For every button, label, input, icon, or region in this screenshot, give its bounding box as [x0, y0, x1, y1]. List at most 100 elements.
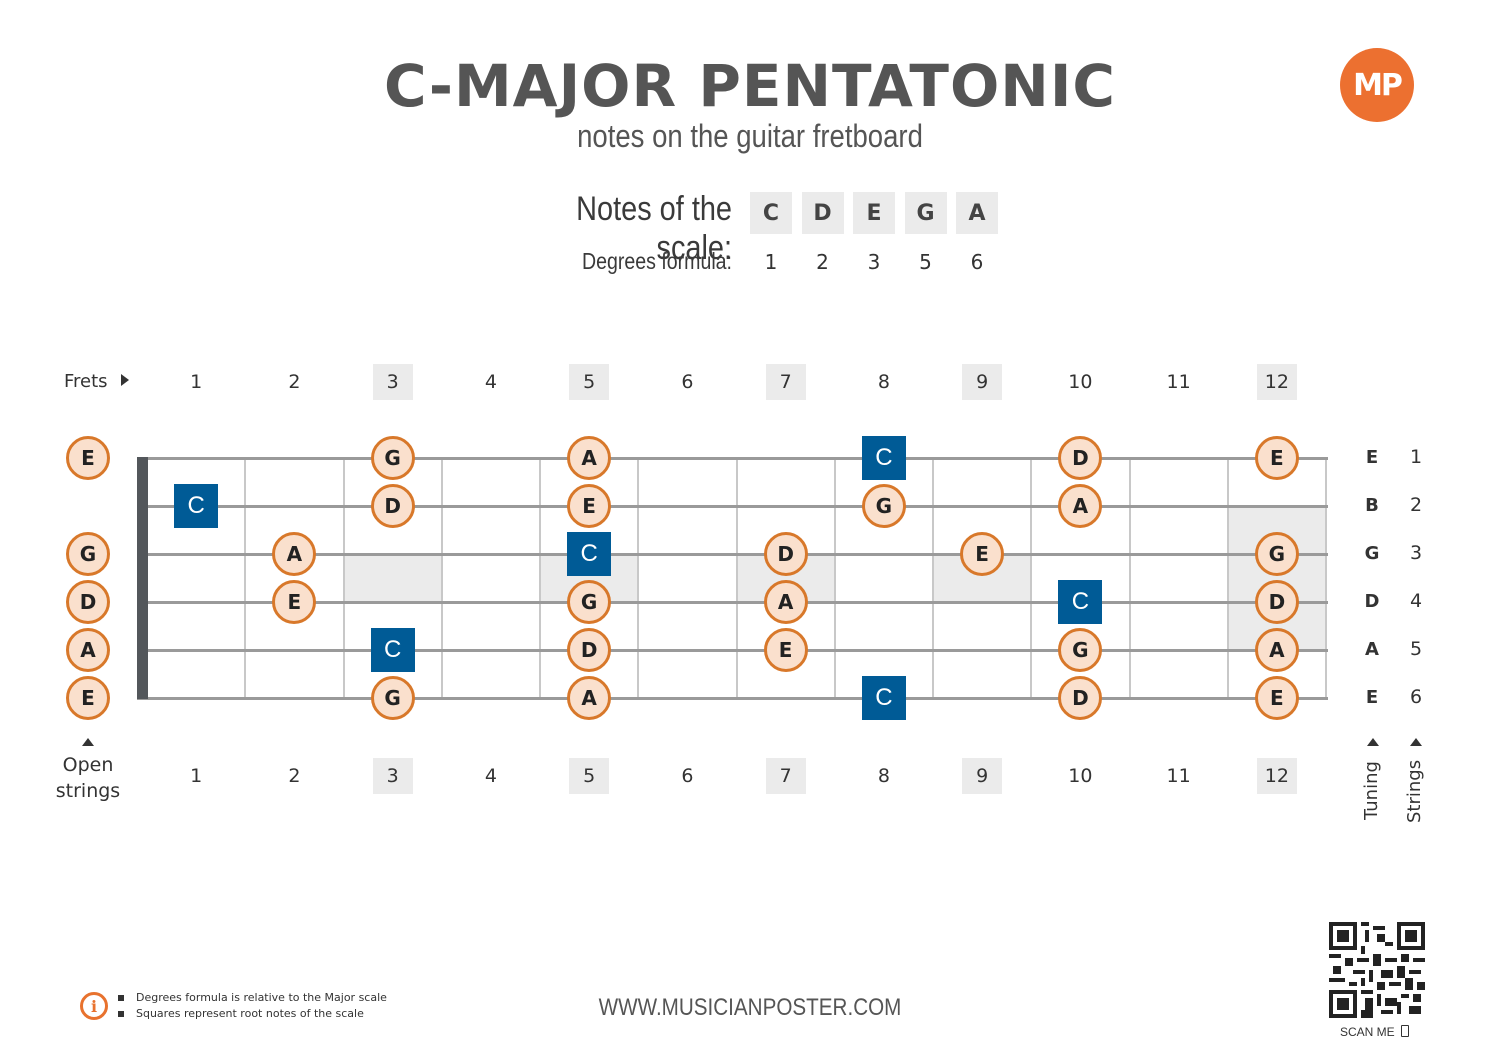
strings-label: Strings — [1404, 759, 1425, 823]
open-string-note[interactable]: A — [66, 628, 110, 672]
fret-number: 12 — [1256, 758, 1297, 794]
fret-number: 2 — [288, 371, 301, 393]
fret-wire — [932, 457, 934, 699]
fret-number: 5 — [569, 364, 610, 400]
scale-note-circle[interactable]: G — [1254, 532, 1299, 576]
fret-number: 11 — [1166, 371, 1191, 393]
bullet-icon — [118, 995, 124, 1001]
scale-note-circle[interactable]: G — [1058, 628, 1103, 672]
string-number: 6 — [1409, 686, 1423, 708]
scale-note-circle[interactable]: A — [1254, 628, 1299, 672]
scale-note: D — [801, 192, 844, 234]
tuning-label: Tuning — [1361, 761, 1382, 820]
scan-me-text: SCAN ME — [1340, 1025, 1395, 1039]
info-item-text: Degrees formula is relative to the Major… — [136, 991, 387, 1004]
guitar-string-5 — [137, 649, 1328, 652]
open-string-note[interactable]: D — [66, 580, 110, 624]
scale-note-circle[interactable]: E — [567, 484, 612, 528]
scale-degree: 1 — [764, 250, 778, 274]
scale-note-circle[interactable]: D — [370, 484, 415, 528]
website-link[interactable]: WWW.MUSICIANPOSTER.COM — [0, 994, 1500, 1022]
root-note-square[interactable]: C — [567, 532, 612, 576]
fret-wire — [440, 457, 443, 699]
fret-number: 8 — [877, 371, 890, 393]
info-item: Squares represent root notes of the scal… — [118, 1006, 387, 1022]
scale-note-circle[interactable]: G — [370, 436, 415, 480]
fret-number: 12 — [1256, 364, 1297, 400]
info-item-text: Squares represent root notes of the scal… — [136, 1007, 364, 1020]
scale-note-circle[interactable]: A — [567, 676, 612, 720]
fret-number: 8 — [877, 765, 890, 787]
root-note-square[interactable]: C — [370, 628, 415, 672]
scale-note-circle[interactable]: E — [272, 580, 317, 624]
scale-note-circle[interactable]: A — [567, 436, 612, 480]
guitar-string-1 — [137, 457, 1328, 460]
root-note-square[interactable]: C — [861, 436, 906, 480]
frets-label: Frets — [64, 371, 130, 392]
scale-note-circle[interactable]: D — [1058, 676, 1103, 720]
scan-me-label: SCAN ME — [1340, 1025, 1410, 1039]
fret-number: 2 — [288, 765, 301, 787]
notes-of-scale-label: Notes of the scale: — [576, 190, 732, 267]
string-number: 5 — [1409, 638, 1423, 660]
nut — [137, 457, 148, 699]
fret-inlay-marker — [343, 556, 442, 602]
page-subtitle: notes on the guitar fretboard — [577, 118, 923, 154]
scale-note-circle[interactable]: A — [272, 532, 317, 576]
fret-wire — [244, 457, 247, 699]
scale-note-circle[interactable]: E — [763, 628, 808, 672]
tuning-note: E — [1365, 687, 1379, 708]
guitar-string-4 — [137, 601, 1328, 604]
tuning-note: B — [1365, 495, 1379, 516]
scale-note-circle[interactable]: D — [1254, 580, 1299, 624]
scale-note-circle[interactable]: E — [960, 532, 1005, 576]
fret-number: 7 — [765, 364, 806, 400]
fret-number: 9 — [962, 364, 1003, 400]
scale-note-circle[interactable]: G — [861, 484, 906, 528]
scale-note-circle[interactable]: D — [763, 532, 808, 576]
arrow-up-icon — [1367, 738, 1379, 746]
guitar-string-2 — [137, 505, 1328, 508]
qr-code[interactable] — [1329, 922, 1425, 1018]
bullet-icon — [118, 1011, 124, 1017]
scale-note-circle[interactable]: A — [1058, 484, 1103, 528]
root-note-square[interactable]: C — [1058, 580, 1103, 624]
open-string-note[interactable]: E — [66, 436, 110, 480]
open-string-note[interactable]: G — [66, 532, 110, 576]
open-string-note[interactable]: E — [66, 676, 110, 720]
root-note-square[interactable]: C — [174, 484, 219, 528]
scale-note-circle[interactable]: D — [567, 628, 612, 672]
tuning-note: E — [1365, 447, 1379, 468]
scale-note-circle[interactable]: D — [1058, 436, 1103, 480]
tuning-note: D — [1364, 591, 1380, 612]
logo-text: MP — [1353, 67, 1403, 103]
string-number: 1 — [1409, 446, 1423, 468]
scale-note-circle[interactable]: E — [1254, 436, 1299, 480]
fret-number: 9 — [962, 758, 1003, 794]
fret-wire — [539, 457, 541, 699]
frets-label-text: Frets — [64, 371, 108, 392]
string-number: 3 — [1409, 542, 1423, 564]
fret-number: 7 — [765, 758, 806, 794]
fret-wire — [637, 457, 640, 699]
tuning-note: G — [1364, 543, 1380, 564]
brand-logo[interactable]: MP — [1340, 48, 1414, 122]
arrow-up-icon — [1410, 738, 1422, 746]
open-strings-label-line1: Open — [62, 754, 114, 776]
fret-wire — [1128, 457, 1131, 699]
fret-number: 3 — [372, 364, 413, 400]
scale-note-circle[interactable]: A — [763, 580, 808, 624]
scale-note-circle[interactable]: G — [370, 676, 415, 720]
phone-icon — [1401, 1025, 1410, 1037]
scale-note-circle[interactable]: G — [567, 580, 612, 624]
scale-note-circle[interactable]: E — [1254, 676, 1299, 720]
fret-number: 10 — [1068, 371, 1093, 393]
scale-note: A — [956, 192, 998, 234]
scale-degree: 6 — [970, 250, 984, 274]
website-text: WWW.MUSICIANPOSTER.COM — [598, 994, 902, 1021]
tuning-note: A — [1365, 639, 1379, 660]
fret-wire — [1226, 457, 1229, 699]
fret-number: 3 — [372, 758, 413, 794]
fret-number: 10 — [1068, 765, 1093, 787]
root-note-square[interactable]: C — [861, 676, 906, 720]
